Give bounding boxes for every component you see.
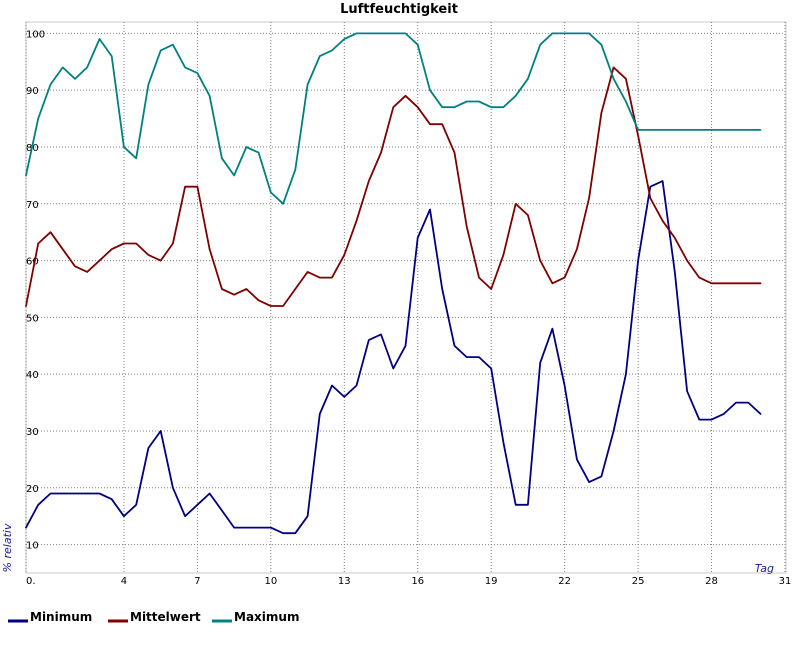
x-tick-label: 25 [632, 576, 645, 587]
y-tick-label: 50 [26, 313, 39, 324]
x-tick-labels: 0. 4 7 10 13 16 19 22 25 28 31 [26, 576, 791, 587]
y-tick-label: 90 [26, 86, 39, 97]
x-tick-label: 4 [121, 576, 127, 587]
y-tick-label: 10 [26, 541, 39, 552]
legend: Minimum Mittelwert Maximum [8, 610, 299, 624]
series-line-minimum [25, 180, 762, 535]
series-line-maximum [25, 32, 762, 205]
x-tick-label: 16 [411, 576, 424, 587]
legend-item-maximum: Maximum [212, 610, 299, 624]
chart-title: Luftfeuchtigkeit [340, 2, 458, 17]
legend-label: Minimum [30, 610, 92, 624]
legend-item-minimum: Minimum [8, 610, 92, 624]
x-tick-label: 7 [194, 576, 200, 587]
x-tick-label: 0. [26, 576, 36, 587]
y-tick-label: 20 [26, 484, 39, 495]
legend-label: Maximum [234, 610, 299, 624]
y-tick-label: 30 [26, 427, 39, 438]
series-line-mittelwert [25, 66, 762, 307]
x-tick-label: 13 [338, 576, 351, 587]
x-tick-label: 31 [779, 576, 792, 587]
y-tick-label: 100 [26, 29, 45, 40]
legend-label: Mittelwert [130, 610, 201, 624]
y-tick-label: 60 [26, 257, 39, 268]
x-tick-label: 19 [485, 576, 498, 587]
y-tick-label: 40 [26, 370, 39, 381]
legend-item-mittelwert: Mittelwert [108, 610, 201, 624]
x-tick-label: 10 [264, 576, 277, 587]
x-tick-label: 22 [558, 576, 571, 587]
series-lines [25, 32, 762, 535]
y-tick-label: 70 [26, 200, 39, 211]
grid-layer [25, 22, 786, 573]
y-axis-label: % relativ [1, 523, 14, 572]
x-axis-label: Tag [755, 562, 774, 575]
plot-frame [25, 21, 787, 574]
x-tick-label: 28 [705, 576, 718, 587]
